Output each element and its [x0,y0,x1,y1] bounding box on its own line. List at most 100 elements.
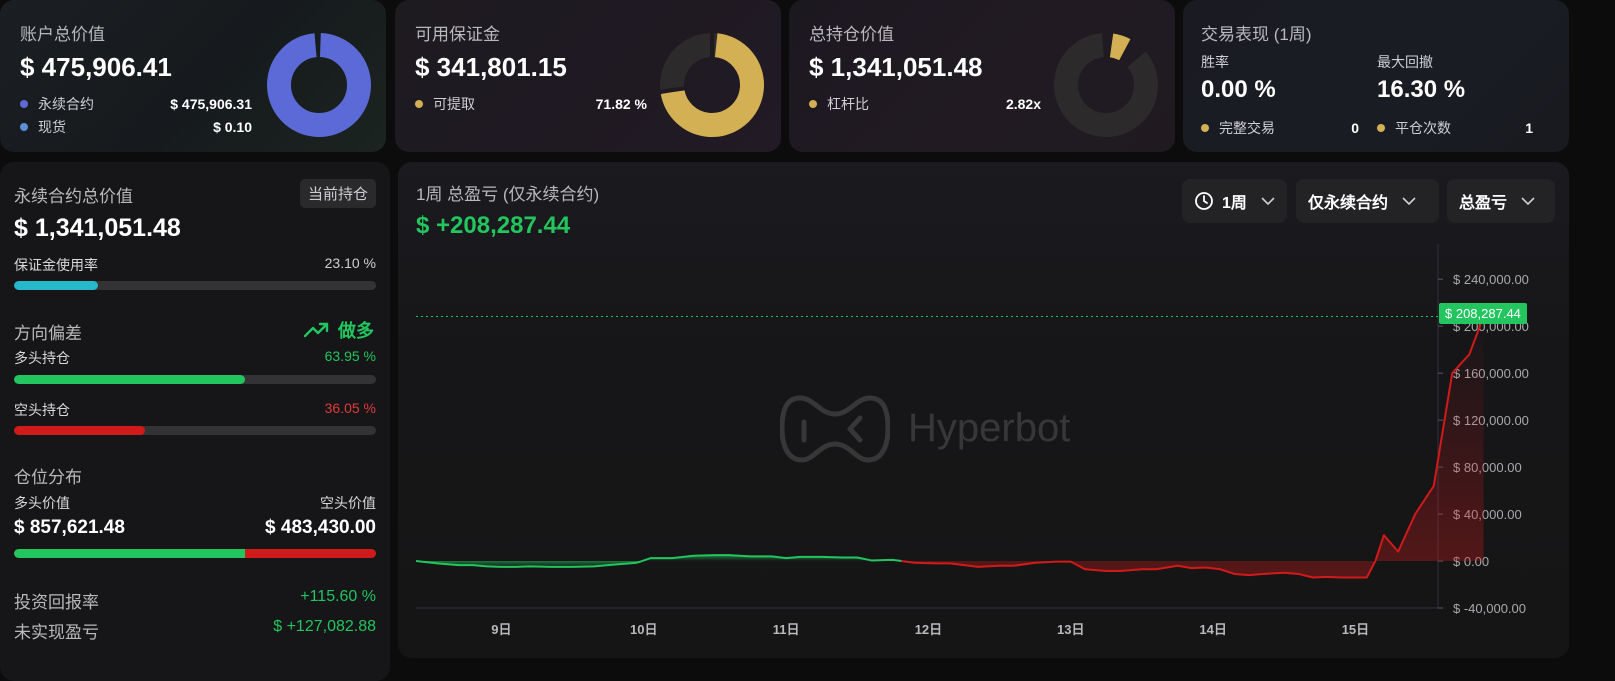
legend-leverage-value: 2.82x [1005,96,1041,112]
win-rate-label: 胜率 [1201,54,1229,70]
margin-usage-row: 保证金使用率 23.10 % [14,255,376,275]
direction-bias-label: 方向偏差 [14,324,82,343]
max-drawdown-value: 16.30 % [1377,76,1466,103]
close-count-label: 平仓次数 [1395,120,1451,136]
trading-performance-title: 交易表现 (1周) [1201,25,1312,44]
account-value-card: 账户总价值 $ 475,906.41 永续合约 $ 475,906.31 现货 … [0,0,386,152]
distribution-labels-row: 多头价值 空头价值 [14,493,376,513]
complete-trades-row: 完整交易 0 [1201,118,1359,138]
long-position-pct: 63.95 % [324,348,376,364]
direction-bias-value: 做多 [338,321,374,341]
x-tick-label: 11日 [773,622,800,637]
x-tick-label: 10日 [630,622,657,637]
position-distribution-label: 仓位分布 [14,468,82,487]
short-position-pct: 36.05 % [324,400,376,416]
perpetual-total-title: 永续合约总价值 [14,187,133,206]
legend-perpetual-label: 永续合约 [38,96,94,112]
short-position-row: 空头持仓 36.05 % [14,400,376,420]
long-position-row: 多头持仓 63.95 % [14,348,376,368]
close-count-dot-icon [1377,124,1385,132]
unrealized-pnl-row: 未实现盈亏 $ +127,082.88 [14,618,376,643]
profit-area [416,561,642,567]
pnl-chart-panel: 1周 总盈亏 (仅永续合约) $ +208,287.44 1周 仅永续合约 总盈… [398,162,1569,658]
complete-trades-value: 0 [1351,120,1359,136]
long-position-bar-fill [14,375,246,384]
hyperbot-watermark: Hyperbot [780,388,1070,468]
long-position-bar [14,375,376,384]
spot-dot-icon [20,123,28,131]
account-value-amount: $ 475,906.41 [20,52,172,82]
complete-trades-dot-icon [1201,124,1209,132]
legend-spot: 现货 $ 0.10 [20,117,252,137]
distribution-bar-long-fill [14,549,246,558]
unrealized-pnl-label: 未实现盈亏 [14,623,99,642]
distribution-bar [14,549,376,558]
current-position-tab[interactable]: 当前持仓 [299,179,376,208]
available-margin-title: 可用保证金 [415,25,500,44]
legend-perpetual: 永续合约 $ 475,906.31 [20,94,252,114]
roi-label: 投资回报率 [14,593,99,612]
total-position-title: 总持仓价值 [809,25,894,44]
legend-spot-label: 现货 [38,119,66,135]
leverage-donut-chart [1054,32,1158,137]
hyperbot-watermark-text: Hyperbot [908,405,1071,450]
max-drawdown-label: 最大回撤 [1377,54,1433,70]
margin-usage-bar-fill [14,281,98,290]
withdrawable-dot-icon [415,100,423,108]
long-value-amount: $ 857,621.48 [14,517,125,538]
x-tick-label: 15日 [1342,622,1369,637]
account-value-title: 账户总价值 [20,25,105,44]
scope-dropdown[interactable]: 仅永续合约 [1296,179,1439,223]
pnl-chart-title: 1周 总盈亏 (仅永续合约) [416,185,600,204]
x-tick-label: 12日 [915,622,942,637]
margin-usage-value: 23.10 % [324,255,376,271]
win-rate-value: 0.00 % [1201,76,1276,103]
chevron-down-icon [1402,197,1416,205]
trading-performance-card: 交易表现 (1周) 胜率 0.00 % 最大回撤 16.30 % 完整交易 0 … [1183,0,1569,152]
long-position-label: 多头持仓 [14,350,70,366]
total-position-amount: $ 1,341,051.48 [809,52,983,82]
short-position-bar-fill [14,426,145,435]
hyperbot-logo-icon [780,395,890,463]
short-value-amount: $ 483,430.00 [265,517,376,538]
y-tick-label: $ 240,000.00 [1453,272,1529,287]
profit-line-series [415,560,643,568]
short-value-label: 空头价值 [320,495,376,511]
roi-row: 投资回报率 +115.60 % [14,588,376,613]
account-donut-chart [267,32,371,137]
clock-icon [1195,192,1213,210]
long-value-label: 多头价值 [14,495,70,511]
roi-value: +115.60 % [300,588,376,605]
period-dropdown[interactable]: 1周 [1182,179,1287,223]
metric-dropdown[interactable]: 总盈亏 [1447,179,1555,223]
legend-withdrawable-label: 可提取 [433,96,475,112]
trending-up-icon [304,322,329,338]
y-tick-label: $ -40,000.00 [1453,601,1526,616]
pnl-line-chart: $ 240,000.00$ 200,000.00$ 160,000.00$ 12… [415,244,1529,637]
short-position-label: 空头持仓 [14,402,70,418]
x-tick-label: 14日 [1199,622,1226,637]
margin-usage-bar [14,281,376,290]
last-value-price-tag: $ 208,287.44 [1439,303,1527,324]
direction-bias-indicator: 做多 [304,317,374,343]
available-margin-amount: $ 341,801.15 [415,52,567,82]
legend-leverage-label: 杠杆比 [827,96,869,112]
perpetual-total-value: $ 1,341,051.48 [14,214,181,242]
leverage-dot-icon [809,100,817,108]
profit-line-series [641,554,902,563]
legend-withdrawable-value: 71.82 % [595,96,647,112]
pnl-chart-value: $ +208,287.44 [416,212,571,239]
legend-withdrawable: 可提取 71.82 % [415,94,647,114]
margin-usage-label: 保证金使用率 [14,257,98,273]
margin-donut-chart [658,30,764,137]
complete-trades-label: 完整交易 [1219,120,1275,136]
legend-spot-value: $ 0.10 [213,119,252,135]
chevron-down-icon [1521,197,1535,205]
x-tick-label: 9日 [491,622,511,637]
loss-area [901,316,1484,578]
perpetual-summary-panel: 永续合约总价值 当前持仓 $ 1,341,051.48 保证金使用率 23.10… [0,162,390,681]
total-position-card: 总持仓价值 $ 1,341,051.48 杠杆比 2.82x [789,0,1175,152]
short-position-bar [14,426,376,435]
distribution-values-row: $ 857,621.48 $ 483,430.00 [14,517,376,539]
close-count-row: 平仓次数 1 [1377,118,1533,138]
